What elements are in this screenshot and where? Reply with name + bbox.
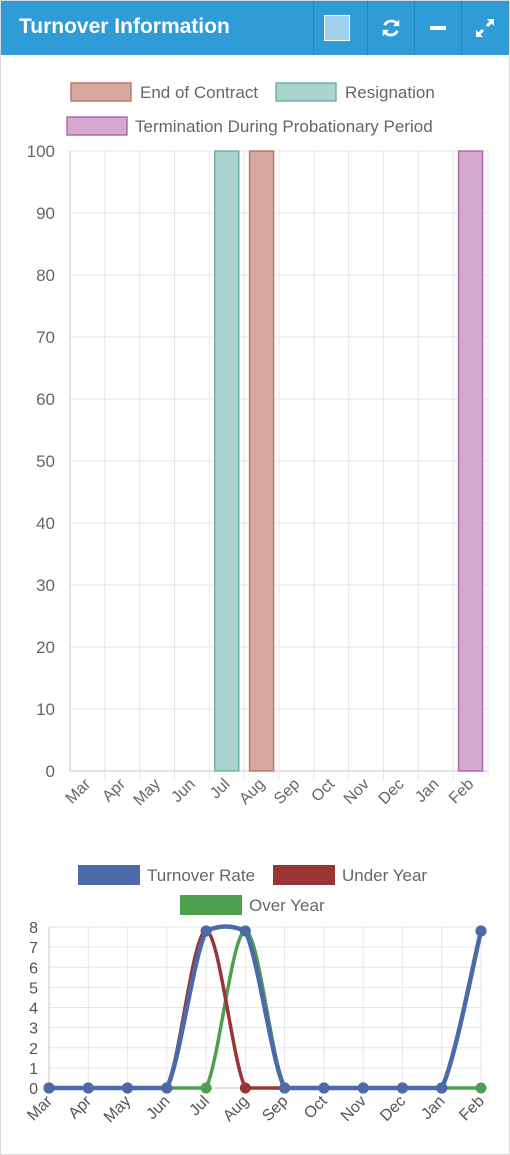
data-point <box>475 1082 487 1094</box>
data-point <box>396 1082 408 1094</box>
bar <box>214 150 240 772</box>
square-swatch-icon <box>324 15 350 41</box>
y-tick-label: 50 <box>36 452 55 471</box>
y-tick-label: 10 <box>36 700 55 719</box>
y-tick-label: 90 <box>36 204 55 223</box>
x-tick-label: Feb <box>456 1093 488 1125</box>
minimize-button[interactable] <box>414 1 461 55</box>
x-tick-label: Feb <box>446 776 478 808</box>
y-tick-label: 70 <box>36 328 55 347</box>
x-tick-label: May <box>101 1093 134 1126</box>
x-tick-label: Aug <box>220 1093 252 1125</box>
y-tick-label: 7 <box>29 940 38 957</box>
y-tick-label: 20 <box>36 638 55 657</box>
x-tick-label: Jun <box>168 776 198 806</box>
refresh-icon <box>382 19 400 37</box>
x-tick-label: Mar <box>63 775 95 807</box>
x-tick-label: Sep <box>259 1093 291 1125</box>
data-point <box>318 1082 330 1094</box>
data-point <box>239 925 251 937</box>
refresh-button[interactable] <box>367 1 414 55</box>
y-tick-label: 3 <box>29 1021 38 1038</box>
y-tick-label: 0 <box>46 762 55 781</box>
data-point <box>82 1082 94 1094</box>
legend-label: End of Contract <box>140 83 258 102</box>
panel-title: Turnover Information <box>19 15 230 38</box>
legend-label: Termination During Probationary Period <box>135 117 433 136</box>
y-tick-label: 30 <box>36 576 55 595</box>
legend-swatch <box>66 116 128 136</box>
legend-swatch <box>78 865 140 885</box>
y-tick-label: 1 <box>29 1061 38 1078</box>
legend-label: Turnover Rate <box>147 866 255 885</box>
expand-icon <box>475 18 495 38</box>
x-tick-label: Aug <box>236 776 268 808</box>
color-swatch-button[interactable] <box>313 1 360 55</box>
legend-swatch <box>70 82 132 102</box>
y-tick-label: 5 <box>29 980 38 997</box>
legend-label: Resignation <box>345 83 435 102</box>
bar <box>248 150 275 772</box>
x-tick-label: Dec <box>377 1093 409 1125</box>
y-tick-label: 80 <box>36 266 55 285</box>
data-point <box>122 1082 134 1094</box>
x-tick-label: Sep <box>271 776 303 808</box>
data-point <box>161 1082 173 1094</box>
x-tick-label: Nov <box>338 1093 370 1125</box>
data-point <box>200 925 212 937</box>
y-tick-label: 60 <box>36 390 55 409</box>
expand-button[interactable] <box>461 1 508 55</box>
x-tick-label: Dec <box>376 776 408 808</box>
x-tick-label: Apr <box>65 1092 95 1122</box>
legend-swatch <box>273 865 335 885</box>
line-chart: Turnover Rate Under Year Over Year 0 1 2 3 4 5 6 7… <box>24 865 488 1126</box>
x-tick-label: Jul <box>207 776 233 802</box>
bar-chart: End of Contract Resignation Termination Du… <box>27 82 489 809</box>
legend-label: Over Year <box>249 896 325 915</box>
y-tick-label: 0 <box>29 1081 38 1098</box>
x-tick-label: Oct <box>308 775 338 805</box>
panel-header: Turnover Information <box>1 1 509 55</box>
y-tick-label: 2 <box>29 1041 38 1058</box>
data-point <box>43 1082 55 1094</box>
x-tick-label: Nov <box>341 776 373 808</box>
data-point <box>436 1082 448 1094</box>
data-point <box>239 1082 251 1094</box>
minus-icon <box>430 26 446 30</box>
x-tick-label: May <box>131 776 164 809</box>
bar <box>457 150 484 772</box>
x-tick-label: Apr <box>99 775 129 805</box>
x-tick-label: Jun <box>143 1093 173 1123</box>
data-point <box>357 1082 369 1094</box>
x-tick-label: Oct <box>301 1092 331 1122</box>
legend-swatch <box>180 895 242 915</box>
x-tick-label: Jan <box>412 776 442 806</box>
x-tick-label: Jul <box>186 1093 212 1119</box>
data-point <box>200 1082 212 1094</box>
data-point <box>475 925 487 937</box>
y-tick-label: 8 <box>29 920 38 937</box>
data-point <box>279 1082 291 1094</box>
y-tick-label: 100 <box>27 142 55 161</box>
y-tick-label: 4 <box>29 1001 38 1018</box>
legend-swatch <box>275 82 337 102</box>
y-tick-label: 6 <box>29 960 38 977</box>
y-tick-label: 40 <box>36 514 55 533</box>
legend-label: Under Year <box>342 866 427 885</box>
x-tick-label: Jan <box>418 1093 448 1123</box>
